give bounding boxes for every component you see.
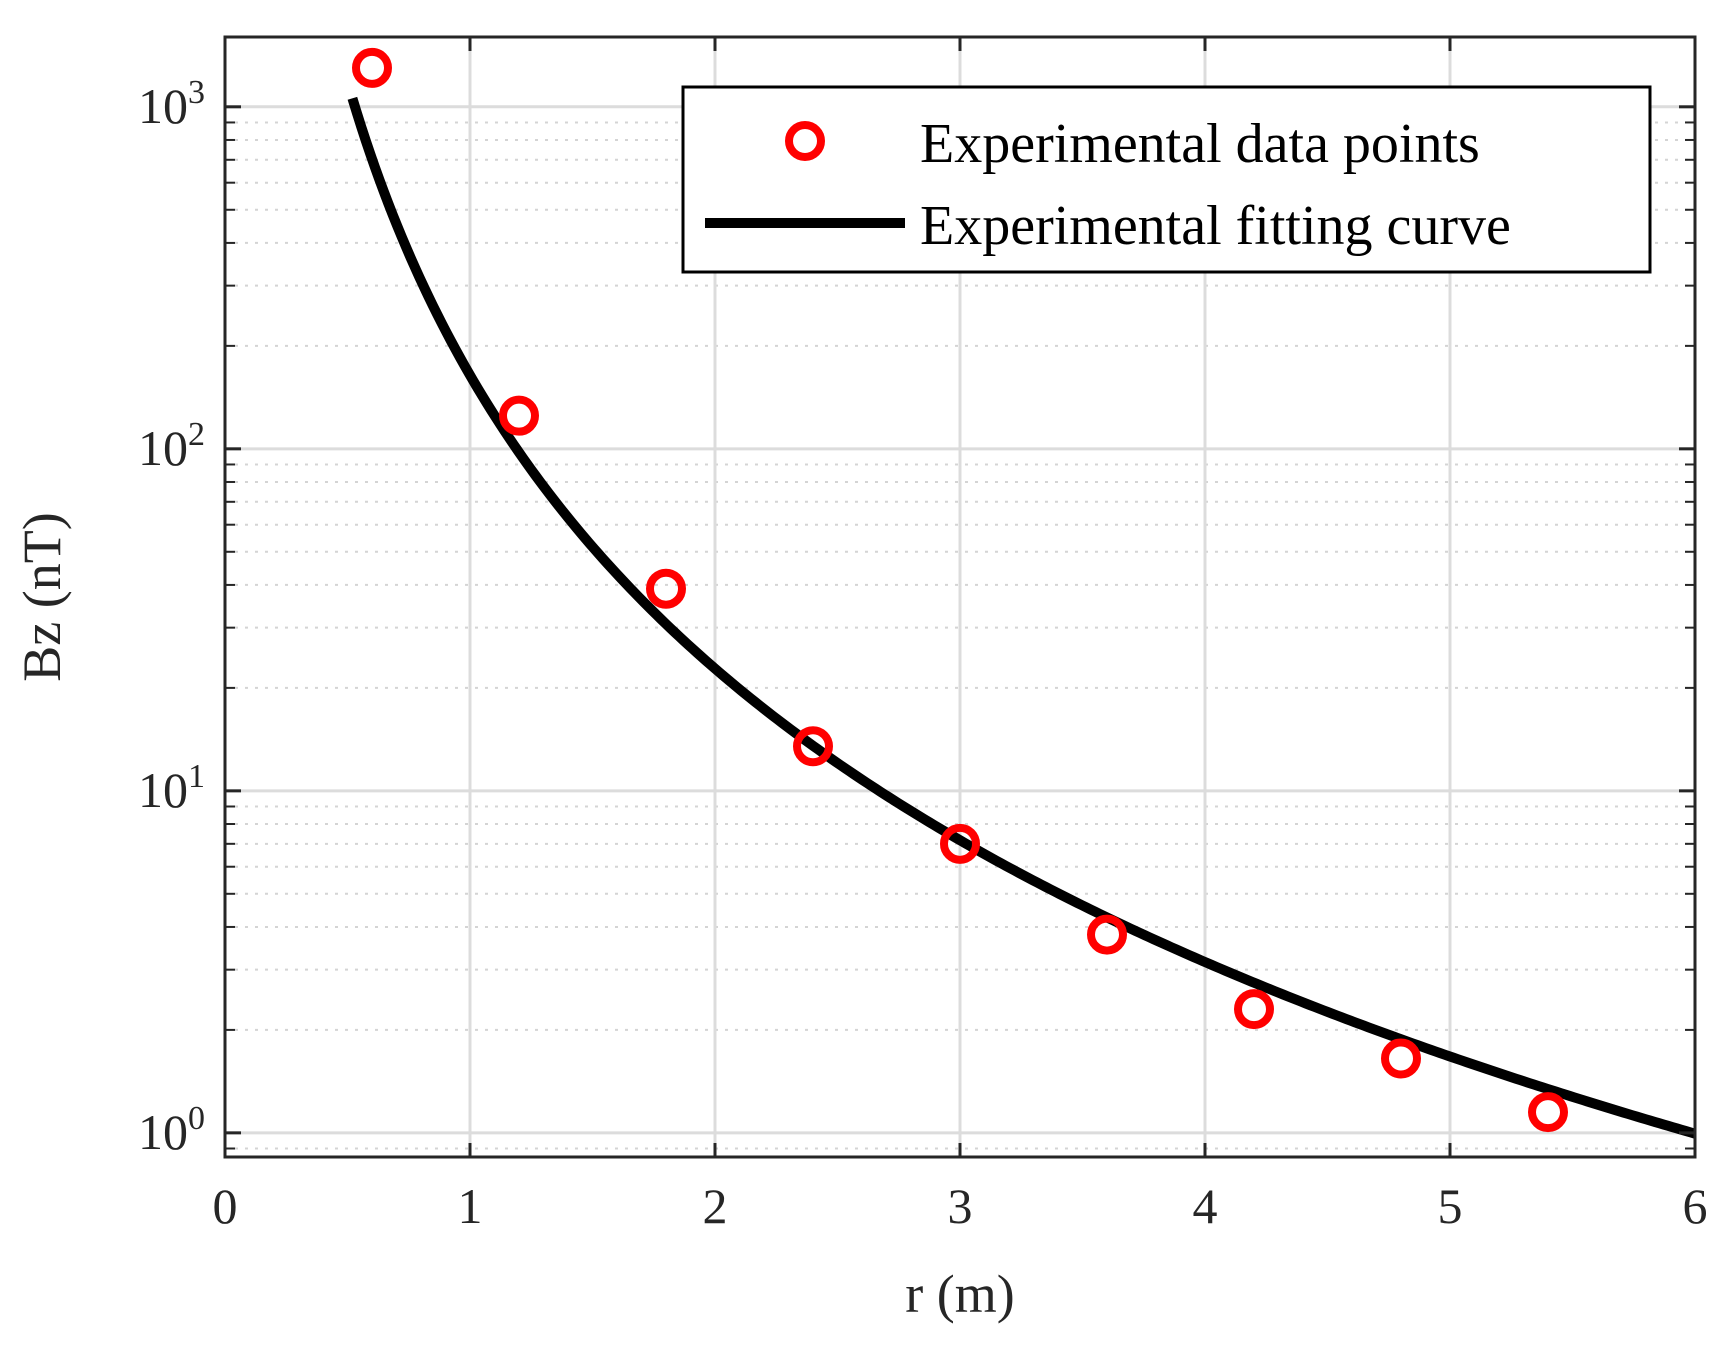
y-tick-label: 102 <box>138 416 205 476</box>
x-axis-label: r (m) <box>905 1264 1014 1324</box>
data-point <box>499 395 539 436</box>
legend-box <box>681 85 1652 274</box>
x-tick-label: 4 <box>1193 1178 1218 1234</box>
y-axis-label: Bz (nT) <box>12 512 72 681</box>
x-tick-labels: 0 1 2 3 4 5 6 <box>213 1178 1708 1234</box>
data-point <box>1528 1092 1568 1133</box>
fit-curve-layer <box>347 96 1695 1139</box>
data-point <box>1381 1038 1421 1079</box>
y-tick-label: 103 <box>138 74 205 134</box>
legend-marker-circle <box>785 121 825 161</box>
x-tick-label: 0 <box>213 1178 238 1234</box>
x-tick-label: 6 <box>1683 1178 1708 1234</box>
data-point <box>352 47 392 88</box>
x-tick-label: 3 <box>948 1178 973 1234</box>
x-tick-label: 1 <box>458 1178 483 1234</box>
legend-label-data-points: Experimental data points <box>920 113 1480 175</box>
y-tick-label: 100 <box>138 1100 205 1160</box>
y-tick-label: 101 <box>138 758 205 818</box>
y-tick-labels: 100 101 102 103 <box>138 74 205 1160</box>
legend-label-fitting-curve: Experimental fitting curve <box>920 195 1511 257</box>
data-point <box>940 823 980 864</box>
data-point <box>646 568 686 609</box>
x-tick-label: 2 <box>703 1178 728 1234</box>
data-point <box>793 726 833 767</box>
data-points-layer <box>352 47 1568 1133</box>
fitting-curve <box>347 96 1695 1139</box>
data-point <box>1087 914 1127 955</box>
legend: Experimental data points Experimental fi… <box>681 85 1652 274</box>
x-tick-label: 5 <box>1438 1178 1463 1234</box>
data-point <box>1234 989 1274 1030</box>
axis-ticks <box>223 37 1697 1157</box>
